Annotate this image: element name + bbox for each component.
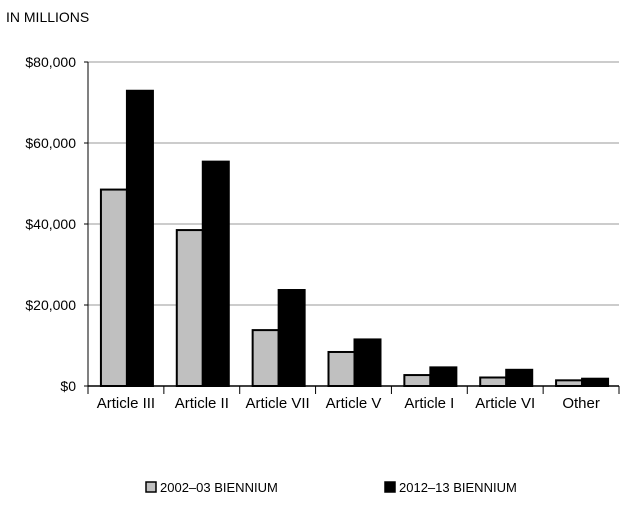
- bar-series-1: [403, 374, 432, 388]
- bar-series-2: [581, 377, 610, 387]
- bar-series-2: [201, 160, 230, 387]
- bar-series-2: [125, 89, 154, 387]
- y-tick-label: $20,000: [25, 297, 76, 313]
- legend-label: 2002–03 BIENNIUM: [160, 480, 278, 495]
- bar-series-1: [251, 329, 280, 387]
- bar-series-1: [555, 379, 584, 387]
- category-label: Other: [562, 395, 600, 412]
- y-tick-label: $60,000: [25, 135, 76, 151]
- bar-series-1: [327, 350, 356, 388]
- bar-series-1: [175, 229, 204, 387]
- legend-swatch: [145, 481, 157, 493]
- category-label: Article VII: [246, 395, 310, 412]
- y-tick-label: $0: [60, 378, 76, 394]
- legend-swatch: [384, 481, 396, 493]
- bars: [99, 89, 610, 388]
- y-tick-label: $80,000: [25, 54, 76, 70]
- bar-series-2: [277, 289, 306, 388]
- bar-series-2: [429, 366, 458, 387]
- unit-label: IN MILLIONS: [6, 9, 89, 25]
- gridlines: [88, 61, 619, 306]
- bar-series-2: [505, 368, 534, 387]
- y-axis: $0 $20,000 $40,000 $60,000 $80,000: [25, 54, 89, 394]
- y-tick-label: $40,000: [25, 216, 76, 232]
- category-label: Article VI: [475, 395, 535, 412]
- category-label: Article I: [404, 395, 454, 412]
- category-label: Article V: [326, 395, 382, 412]
- category-label: Article II: [175, 395, 229, 412]
- legend: 2002–03 BIENNIUM 2012–13 BIENNIUM: [145, 480, 517, 495]
- legend-label: 2012–13 BIENNIUM: [399, 480, 517, 495]
- category-label: Article III: [97, 395, 155, 412]
- bar-series-1: [479, 376, 508, 387]
- bar-series-2: [353, 338, 382, 387]
- x-axis: Article III Article II Article VII Article …: [87, 385, 620, 412]
- bar-series-1: [99, 188, 128, 387]
